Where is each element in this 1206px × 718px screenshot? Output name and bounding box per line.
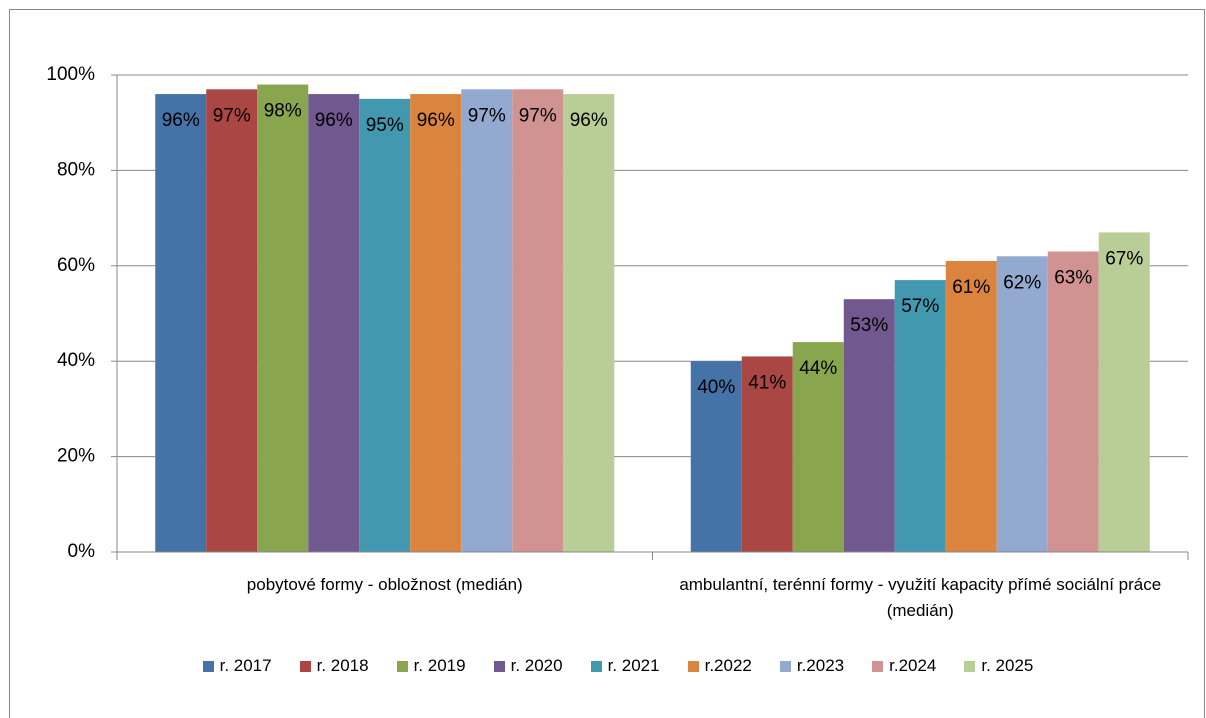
- legend-swatch: [493, 660, 505, 672]
- bar: [206, 89, 258, 552]
- legend-item: r.2024: [872, 656, 936, 676]
- bar: [308, 94, 360, 552]
- y-tick-label: 20%: [57, 446, 95, 467]
- legend-label: r.2022: [704, 656, 752, 675]
- data-label: 63%: [1054, 268, 1092, 289]
- legend-swatch: [590, 660, 602, 672]
- y-tick-label: 80%: [57, 159, 95, 180]
- bar: [563, 94, 615, 552]
- x-tick-label: ambulantní, terénní formy - využití kapa…: [679, 575, 1162, 620]
- data-label: 97%: [213, 105, 251, 126]
- legend-label: r. 2017: [219, 656, 272, 675]
- bar: [359, 98, 411, 552]
- bar: [894, 280, 946, 552]
- bar: [155, 94, 207, 552]
- x-tick-label: pobytové formy - obložnost (medián): [246, 575, 523, 594]
- data-label: 95%: [366, 115, 404, 136]
- bar: [410, 94, 462, 552]
- data-label: 96%: [570, 110, 608, 131]
- legend-item: r.2022: [687, 656, 752, 676]
- legend-label: r.2024: [889, 656, 937, 675]
- data-label: 41%: [748, 372, 786, 393]
- y-tick-label: 40%: [57, 350, 95, 371]
- legend-item: r. 2017: [202, 656, 272, 676]
- data-label: 97%: [519, 105, 557, 126]
- legend-item: r. 2019: [396, 656, 466, 676]
- data-label: 96%: [417, 110, 455, 131]
- legend-label: r. 2025: [981, 656, 1034, 675]
- legend-swatch: [779, 660, 791, 672]
- bar: [792, 342, 844, 552]
- bar: [512, 89, 564, 552]
- bar: [741, 356, 793, 552]
- data-label: 57%: [901, 296, 939, 317]
- legend-item: r. 2021: [590, 656, 660, 676]
- data-label: 53%: [850, 315, 888, 336]
- legend-label: r. 2018: [316, 656, 369, 675]
- data-label: 97%: [468, 105, 506, 126]
- data-label: 96%: [315, 110, 353, 131]
- data-label: 62%: [1003, 272, 1041, 293]
- y-tick-label: 100%: [46, 64, 95, 85]
- legend-swatch: [299, 660, 311, 672]
- legend-label: r. 2020: [510, 656, 563, 675]
- legend-item: r.2023: [779, 656, 845, 676]
- bar: [1047, 251, 1099, 553]
- legend-swatch: [687, 660, 699, 672]
- legend-swatch: [964, 660, 976, 672]
- data-label: 96%: [162, 110, 200, 131]
- legend-item: r. 2018: [299, 656, 369, 676]
- legend-label: r.2023: [796, 656, 845, 675]
- bar: [257, 84, 309, 552]
- bar: [996, 256, 1048, 552]
- bar: [945, 261, 997, 552]
- data-label: 98%: [264, 101, 302, 122]
- y-tick-label: 0%: [68, 541, 96, 562]
- chart-border: [9, 9, 1205, 718]
- legend-swatch: [872, 660, 884, 672]
- legend-swatch: [396, 660, 408, 672]
- legend-item: r. 2025: [964, 656, 1033, 676]
- bar: [843, 299, 895, 552]
- bar: [690, 361, 742, 552]
- bar: [1098, 232, 1150, 552]
- legend-swatch: [202, 660, 214, 672]
- data-label: 67%: [1105, 248, 1143, 269]
- legend-item: r. 2020: [493, 656, 563, 676]
- data-label: 40%: [697, 377, 735, 398]
- legend-label: r. 2021: [607, 656, 660, 675]
- y-tick-label: 60%: [57, 255, 95, 276]
- legend-label: r. 2019: [413, 656, 466, 675]
- bar: [461, 89, 513, 552]
- data-label: 44%: [799, 358, 837, 379]
- legend: r. 2017 r. 2018 r. 2019 r. 2020 r. 2021 r.202…: [0, 656, 1206, 676]
- data-label: 61%: [952, 277, 990, 298]
